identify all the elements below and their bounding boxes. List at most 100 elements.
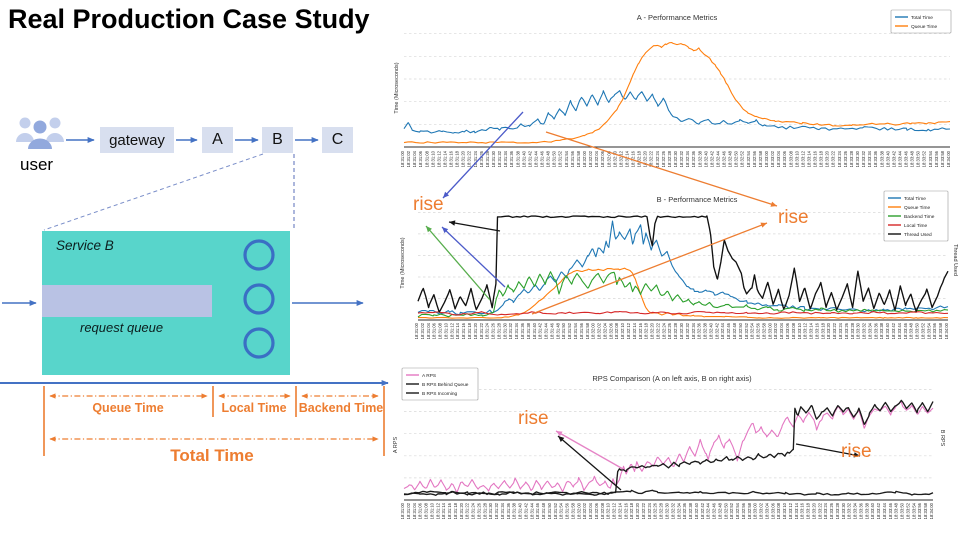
x-tick-label: 18:32:06 <box>600 150 605 167</box>
x-tick-label: 18:31:28 <box>496 322 501 339</box>
legend-label-local-time: Local Time <box>904 223 928 229</box>
x-tick-label: 18:32:16 <box>638 322 643 339</box>
x-tick-label: 18:31:34 <box>503 150 508 167</box>
x-tick-label: 18:32:28 <box>667 150 672 167</box>
x-tick-label: 18:33:26 <box>844 322 849 339</box>
x-tick-label: 18:33:02 <box>773 322 778 339</box>
x-tick-label: 18:33:34 <box>867 150 872 167</box>
x-tick-label: 18:32:40 <box>708 322 713 339</box>
rise-arrow <box>545 131 778 207</box>
x-tick-label: 18:31:28 <box>482 502 487 519</box>
x-tick-label: 18:31:12 <box>436 150 441 167</box>
x-tick-label: 18:31:24 <box>471 502 476 519</box>
x-tick-label: 18:32:18 <box>644 322 649 339</box>
x-tick-label: 18:31:36 <box>509 150 514 167</box>
x-tick-label: 18:32:08 <box>600 502 605 519</box>
x-tick-label: 18:33:46 <box>904 150 909 167</box>
x-tick-label: 18:32:48 <box>728 150 733 167</box>
rise-arrowhead <box>853 452 860 458</box>
x-tick-label: 18:32:24 <box>661 322 666 339</box>
x-tick-label: 18:31:38 <box>526 322 531 339</box>
x-tick-label: 18:31:54 <box>564 150 569 167</box>
x-tick-label: 18:33:10 <box>782 502 787 519</box>
x-tick-label: 18:31:56 <box>565 502 570 519</box>
x-tick-label: 18:33:00 <box>753 502 758 519</box>
rise-arrow <box>425 225 491 301</box>
x-tick-label: 18:32:38 <box>697 150 702 167</box>
x-tick-label: 18:33:46 <box>888 502 893 519</box>
x-tick-label: 18:33:58 <box>940 150 945 167</box>
x-tick-label: 18:31:22 <box>467 150 472 167</box>
x-tick-label: 18:31:00 <box>400 150 405 167</box>
rise-arrow <box>531 222 768 315</box>
x-tick-label: 18:33:38 <box>864 502 869 519</box>
service-b-box: Service B request queue <box>42 231 290 375</box>
x-tick-label: 18:33:50 <box>916 150 921 167</box>
flow-node-b: B <box>262 127 293 153</box>
x-tick-label: 18:34:00 <box>929 502 934 519</box>
rise-arrowhead <box>449 220 456 226</box>
rise-arrowhead <box>442 227 449 234</box>
x-tick-label: 18:33:20 <box>811 502 816 519</box>
x-tick-label: 18:33:24 <box>838 322 843 339</box>
x-tick-label: 18:32:30 <box>665 502 670 519</box>
chart-b-performance-metrics: B - Performance Metrics Time (Microsecond… <box>400 190 958 339</box>
x-tick-label: 18:31:46 <box>549 322 554 339</box>
flow-node-a: A <box>202 127 233 153</box>
x-tick-label: 18:33:44 <box>897 322 902 339</box>
x-tick-label: 18:33:42 <box>876 502 881 519</box>
x-tick-label: 18:31:44 <box>544 322 549 339</box>
x-tick-label: 18:31:24 <box>473 150 478 167</box>
x-tick-label: 18:31:26 <box>479 150 484 167</box>
x-tick-label: 18:32:28 <box>659 502 664 519</box>
x-tick-label: 18:31:48 <box>555 322 560 339</box>
x-tick-label: 18:32:28 <box>673 322 678 339</box>
x-tick-label: 18:32:12 <box>618 150 623 167</box>
x-tick-label: 18:32:52 <box>744 322 749 339</box>
x-tick-label: 18:32:02 <box>597 322 602 339</box>
rise-annotation: rise <box>841 441 872 462</box>
backend-time-label: Backend Time <box>298 401 384 415</box>
x-tick-label: 18:32:06 <box>608 322 613 339</box>
legend-label-queue-time: Queue Time <box>904 205 930 211</box>
x-tick-label: 18:31:04 <box>426 322 431 339</box>
x-tick-label: 18:31:30 <box>491 150 496 167</box>
x-tick-label: 18:32:00 <box>582 150 587 167</box>
x-tick-label: 18:31:40 <box>518 502 523 519</box>
x-tick-label: 18:32:10 <box>606 502 611 519</box>
x-tick-label: 18:32:20 <box>650 322 655 339</box>
x-tick-label: 18:32:10 <box>612 150 617 167</box>
legend-label-total-time: Total Time <box>904 196 926 202</box>
x-tick-label: 18:32:54 <box>750 322 755 339</box>
x-tick-label: 18:31:44 <box>534 150 539 167</box>
x-tick-label: 18:33:22 <box>831 150 836 167</box>
x-tick-label: 18:32:40 <box>703 150 708 167</box>
x-tick-label: 18:33:16 <box>800 502 805 519</box>
x-tick-label: 18:31:50 <box>561 322 566 339</box>
x-tick-label: 18:31:52 <box>567 322 572 339</box>
x-tick-label: 18:33:12 <box>788 502 793 519</box>
series-thread-used <box>417 215 949 313</box>
charts-group: A - Performance Metrics Time (Microsecond… <box>393 9 958 519</box>
x-tick-label: 18:31:26 <box>476 502 481 519</box>
x-tick-label: 18:33:12 <box>803 322 808 339</box>
x-tick-label: 18:31:08 <box>424 502 429 519</box>
x-tick-label: 18:32:04 <box>594 150 599 167</box>
x-tick-label: 18:33:50 <box>915 322 920 339</box>
x-tick-label: 18:33:52 <box>906 502 911 519</box>
x-tick-label: 18:33:40 <box>885 150 890 167</box>
chart-legend: Total Time Queue Time Backend Time Local Ti… <box>883 190 949 242</box>
x-tick-label: 18:31:50 <box>547 502 552 519</box>
x-tick-label: 18:31:52 <box>558 150 563 167</box>
x-tick-label: 18:33:54 <box>926 322 931 339</box>
x-tick-label: 18:33:08 <box>791 322 796 339</box>
x-tick-label: 18:31:06 <box>418 150 423 167</box>
series-a-rps <box>403 401 934 494</box>
x-tick-label: 18:32:56 <box>752 150 757 167</box>
x-tick-label: 18:32:56 <box>741 502 746 519</box>
x-tick-label: 18:32:26 <box>653 502 658 519</box>
x-tick-label: 18:32:04 <box>588 502 593 519</box>
rise-arrow <box>555 430 624 470</box>
x-tick-label: 18:31:40 <box>532 322 537 339</box>
thread-circle-1 <box>243 239 275 271</box>
